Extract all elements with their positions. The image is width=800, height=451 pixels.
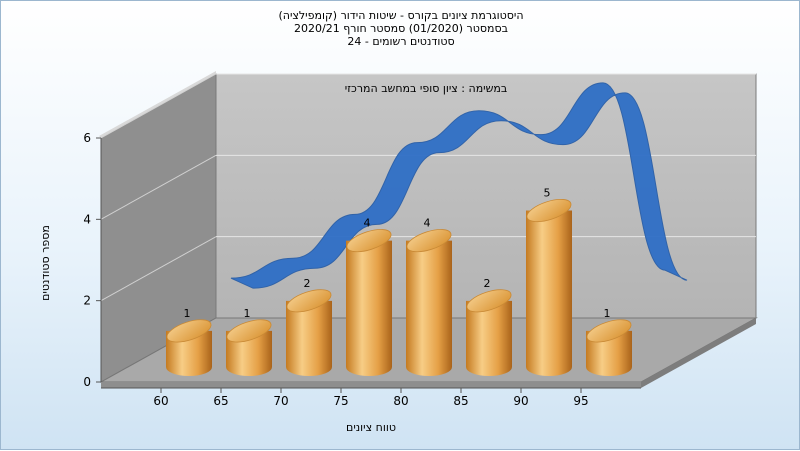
bars-layer: 1 1 2 4 4 2 5 1 (166, 187, 632, 376)
x-axis: 60 65 70 75 80 85 90 95 (101, 387, 641, 408)
floor-front-edge (101, 382, 641, 388)
chart-subtitle: במשימה : ציון סופי במחשב המרכזי (345, 82, 508, 95)
grid-lines (100, 73, 756, 302)
bar-data-label: 2 (304, 277, 311, 290)
bar: 1 (586, 307, 632, 376)
bar: 4 (406, 217, 452, 376)
bar: 2 (466, 277, 512, 376)
y-tick-label: 2 (83, 294, 91, 308)
bar-top (286, 289, 332, 313)
bar-data-label: 5 (544, 187, 551, 200)
bar-top (166, 319, 212, 343)
y-axis: 0 2 4 6 (83, 131, 102, 389)
bar-body (346, 240, 392, 376)
bar-body (466, 300, 512, 376)
bar-body (286, 300, 332, 376)
trend-ribbon (230, 82, 688, 289)
grid-line-side (100, 154, 217, 220)
y-axis-title: מספר סטודנטים (39, 225, 52, 301)
chart-title-line-3: סטודנטים רשומים - 24 (347, 35, 455, 48)
chart-title: היסטוגרמת ציונים בקורס - שיטות הידור (קו… (1, 9, 800, 48)
x-tick-label: 90 (513, 394, 528, 408)
bar: 1 (166, 307, 212, 376)
x-axis-title: טווח ציונים (346, 421, 396, 434)
bar-body (406, 240, 452, 376)
chart-title-line-2: בסמסטר (01/2020) סמסטר חורף 2020/21 (294, 22, 508, 35)
chart-title-line-1: היסטוגרמת ציונים בקורס - שיטות הידור (קו… (278, 9, 524, 22)
bar-data-label: 2 (484, 277, 491, 290)
bar-body (526, 210, 572, 376)
floor-right-edge (641, 318, 756, 388)
bar-top (346, 229, 392, 253)
x-tick-label: 60 (153, 394, 168, 408)
y-tick-label: 4 (83, 212, 91, 226)
y-tick-label: 6 (83, 131, 91, 145)
bar-top (406, 229, 452, 253)
grid-line-side (100, 73, 217, 139)
bar-top (466, 289, 512, 313)
bar-top (586, 319, 632, 343)
x-tick-label: 75 (333, 394, 348, 408)
bar: 4 (346, 217, 392, 376)
bar-data-label: 1 (244, 307, 251, 320)
y-tick-label: 0 (83, 375, 91, 389)
bar: 5 (526, 187, 572, 376)
x-tick-label: 70 (273, 394, 288, 408)
bar-top (526, 199, 572, 223)
grid-line-side (100, 236, 217, 302)
bar-top (226, 319, 272, 343)
bar-data-label: 4 (424, 217, 431, 230)
wall-top-edge (99, 71, 216, 138)
bar: 1 (226, 307, 272, 376)
bar: 2 (286, 277, 332, 376)
x-tick-label: 80 (393, 394, 408, 408)
bar-data-label: 4 (364, 217, 371, 230)
trend-ribbon-layer (230, 82, 688, 289)
x-tick-label: 95 (573, 394, 588, 408)
bar-data-label: 1 (604, 307, 611, 320)
x-tick-label: 85 (453, 394, 468, 408)
x-tick-label: 65 (213, 394, 228, 408)
bar-data-label: 1 (184, 307, 191, 320)
